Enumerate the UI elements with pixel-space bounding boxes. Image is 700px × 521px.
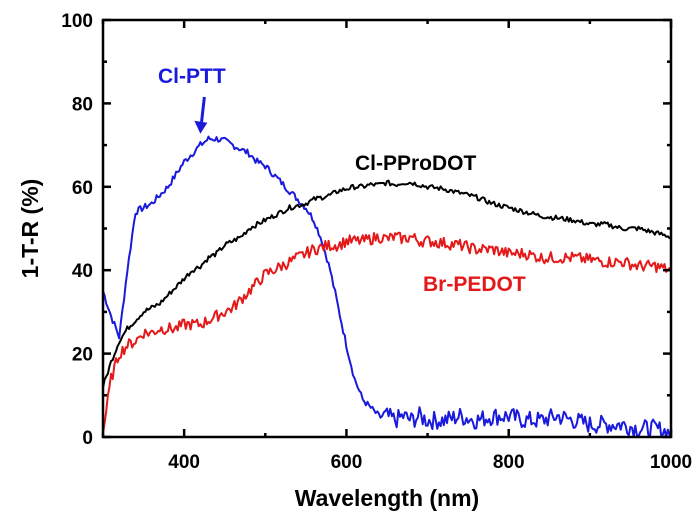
ticks-layer — [101, 18, 673, 439]
x-tick-label: 800 — [493, 452, 525, 473]
curves-layer — [102, 135, 672, 438]
y-tick-label: 0 — [82, 428, 93, 449]
x-tick-label: 400 — [168, 452, 200, 473]
y-axis-title: 1-T-R (%) — [17, 179, 43, 279]
series-line-br-pedot — [102, 231, 672, 434]
annotation-br-pedot: Br-PEDOT — [423, 273, 526, 296]
series-line-cl-pprodot — [102, 179, 672, 389]
y-tick-label: 20 — [72, 345, 93, 366]
annotation-arrowhead — [194, 120, 208, 134]
annotation-arrow — [199, 96, 206, 124]
y-tick-label: 80 — [72, 94, 93, 115]
y-tick-label: 40 — [72, 261, 93, 282]
x-tick-label: 600 — [331, 452, 363, 473]
series-line-cl-ptt — [102, 135, 672, 438]
annotation-cl-ptt: Cl-PTT — [158, 65, 226, 88]
y-tick-label: 100 — [61, 11, 93, 32]
y-tick-label: 60 — [72, 178, 93, 199]
x-tick-label: 1000 — [650, 452, 692, 473]
x-axis-title: Wavelength (nm) — [295, 485, 479, 511]
annotation-cl-pprodot: Cl-PProDOT — [355, 152, 477, 175]
tick-labels-layer: 400 600 800 1000 0 20 40 60 80 100 — [61, 11, 692, 473]
